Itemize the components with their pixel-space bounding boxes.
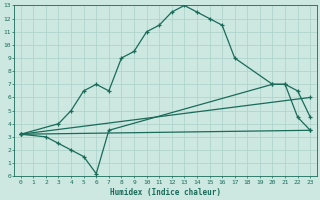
X-axis label: Humidex (Indice chaleur): Humidex (Indice chaleur) (110, 188, 221, 197)
